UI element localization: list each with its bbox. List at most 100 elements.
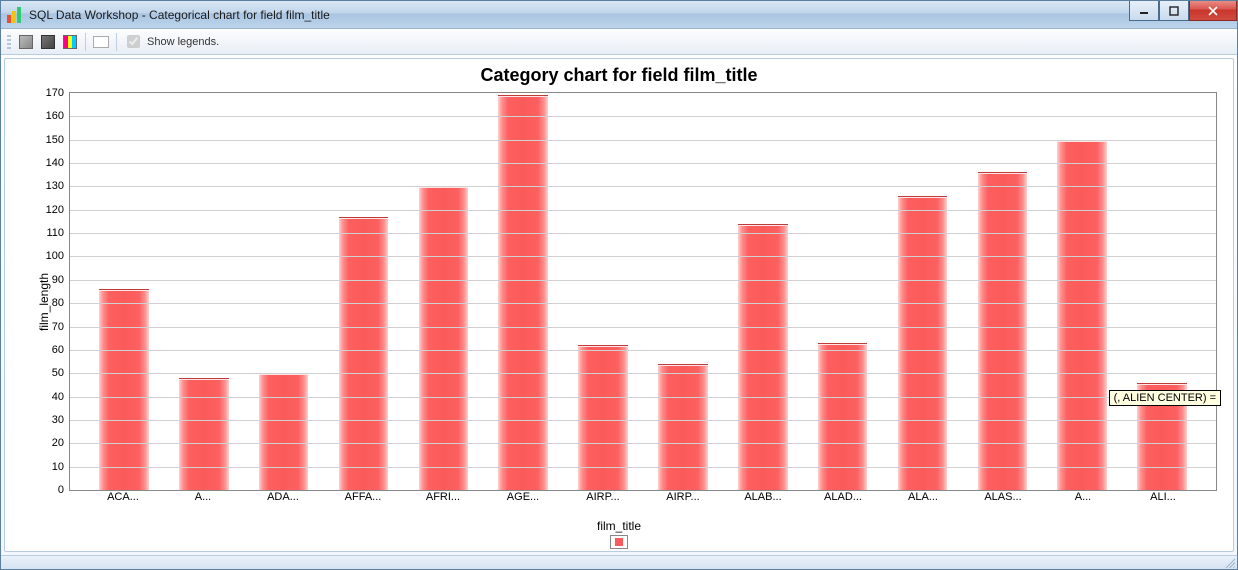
bar-slot xyxy=(643,93,723,490)
gridline xyxy=(70,163,1216,164)
statusbar xyxy=(1,555,1237,569)
bar-slot xyxy=(84,93,164,490)
resize-grip[interactable] xyxy=(1223,556,1235,568)
bar[interactable] xyxy=(179,378,229,490)
window-controls xyxy=(1129,1,1237,21)
bar[interactable] xyxy=(738,224,788,490)
gridline xyxy=(70,373,1216,374)
y-tick-label: 30 xyxy=(52,414,70,426)
x-tick-label: AIRP... xyxy=(563,491,643,511)
x-tick-label: AIRP... xyxy=(643,491,723,511)
page-icon xyxy=(93,36,109,48)
bar-slot xyxy=(324,93,404,490)
y-tick-label: 50 xyxy=(52,367,70,379)
y-tick-label: 20 xyxy=(52,437,70,449)
close-icon xyxy=(1207,6,1219,16)
bar-slot xyxy=(723,93,803,490)
gridline xyxy=(70,327,1216,328)
bar-slot xyxy=(403,93,483,490)
x-axis-label: film_title xyxy=(5,519,1233,535)
y-tick-label: 170 xyxy=(46,87,70,99)
show-legends-checkbox[interactable] xyxy=(127,35,140,48)
bar[interactable] xyxy=(498,95,548,490)
gridline xyxy=(70,233,1216,234)
gridline xyxy=(70,186,1216,187)
y-tick-label: 60 xyxy=(52,344,70,356)
y-tick-label: 40 xyxy=(52,391,70,403)
legend xyxy=(5,535,1233,551)
gridline xyxy=(70,116,1216,117)
x-tick-label: A... xyxy=(1043,491,1123,511)
palette-color-button[interactable] xyxy=(61,33,79,51)
gridline xyxy=(70,397,1216,398)
toolbar-separator xyxy=(116,33,117,51)
bars-container xyxy=(70,93,1216,490)
y-tick-label: 140 xyxy=(46,157,70,169)
y-tick-label: 70 xyxy=(52,321,70,333)
legend-swatch[interactable] xyxy=(610,535,628,549)
chart-panel: Category chart for field film_title film… xyxy=(4,58,1234,552)
legend-color-icon xyxy=(615,538,623,546)
bar-slot xyxy=(164,93,244,490)
tooltip: (, ALIEN CENTER) = xyxy=(1109,390,1221,406)
x-tick-label: AFFA... xyxy=(323,491,403,511)
x-tick-label: ALAB... xyxy=(723,491,803,511)
app-icon xyxy=(7,7,23,23)
x-tick-label: AGE... xyxy=(483,491,563,511)
toolbar-separator xyxy=(85,33,86,51)
x-tick-label: ALI... xyxy=(1123,491,1203,511)
x-tick-label: ALA... xyxy=(883,491,963,511)
bar-slot xyxy=(883,93,963,490)
palette-gray-button[interactable] xyxy=(17,33,35,51)
gridline xyxy=(70,210,1216,211)
x-tick-label: ALAD... xyxy=(803,491,883,511)
gridline xyxy=(70,443,1216,444)
y-tick-label: 120 xyxy=(46,204,70,216)
bar-slot xyxy=(483,93,563,490)
x-tick-label: AFRI... xyxy=(403,491,483,511)
bar[interactable] xyxy=(99,289,149,490)
bar[interactable] xyxy=(1057,140,1107,490)
x-tick-label: ALAS... xyxy=(963,491,1043,511)
y-tick-label: 90 xyxy=(52,274,70,286)
titlebar[interactable]: SQL Data Workshop - Categorical chart fo… xyxy=(1,1,1237,29)
chart-title: Category chart for field film_title xyxy=(5,59,1233,88)
bar-slot xyxy=(962,93,1042,490)
plot-wrapper: 0102030405060708090100110120130140150160… xyxy=(69,92,1217,491)
minimize-button[interactable] xyxy=(1129,1,1159,21)
palette-color-icon xyxy=(63,35,77,49)
x-tick-label: ACA... xyxy=(83,491,163,511)
x-tick-label: ADA... xyxy=(243,491,323,511)
maximize-button[interactable] xyxy=(1159,1,1189,21)
bar-slot xyxy=(803,93,883,490)
gridline xyxy=(70,467,1216,468)
toolbar-grip[interactable] xyxy=(7,34,11,50)
y-tick-label: 110 xyxy=(46,227,70,239)
bar[interactable] xyxy=(898,196,948,490)
maximize-icon xyxy=(1169,6,1179,16)
bar[interactable] xyxy=(818,343,868,490)
gridline xyxy=(70,350,1216,351)
content-area: Category chart for field film_title film… xyxy=(1,55,1237,555)
gridline xyxy=(70,256,1216,257)
bar[interactable] xyxy=(658,364,708,490)
gridline xyxy=(70,280,1216,281)
blank-page-button[interactable] xyxy=(92,33,110,51)
bar[interactable] xyxy=(339,217,389,490)
app-window: SQL Data Workshop - Categorical chart fo… xyxy=(0,0,1238,570)
palette-dark-button[interactable] xyxy=(39,33,57,51)
bar[interactable] xyxy=(578,345,628,490)
y-tick-label: 10 xyxy=(52,461,70,473)
palette-gray-icon xyxy=(19,35,33,49)
gridline xyxy=(70,140,1216,141)
y-tick-label: 150 xyxy=(46,134,70,146)
y-tick-label: 80 xyxy=(52,297,70,309)
show-legends-label: Show legends. xyxy=(147,36,219,48)
plot[interactable]: 0102030405060708090100110120130140150160… xyxy=(69,92,1217,491)
minimize-icon xyxy=(1139,6,1149,16)
bar[interactable] xyxy=(419,186,469,490)
bar[interactable] xyxy=(259,373,309,490)
close-button[interactable] xyxy=(1189,1,1237,21)
bar-slot xyxy=(1122,93,1202,490)
y-axis-label: film_length xyxy=(37,272,51,330)
